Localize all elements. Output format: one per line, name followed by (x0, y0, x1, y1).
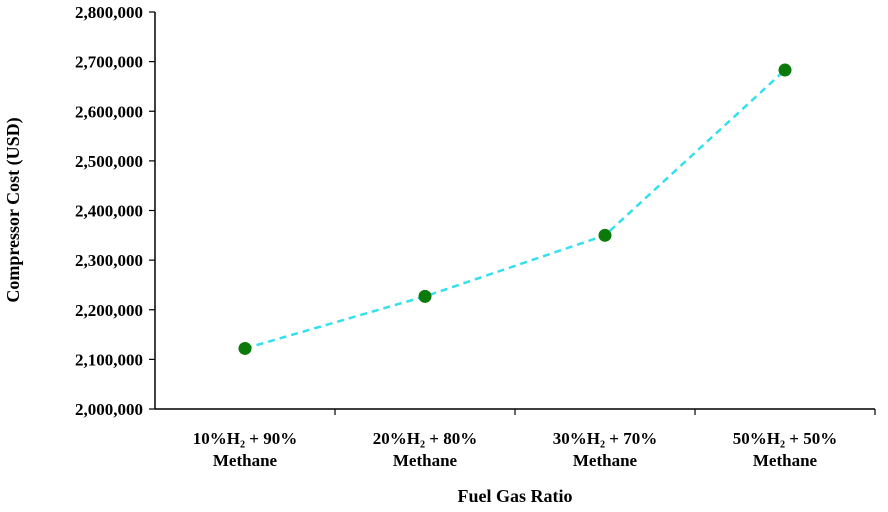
x-tick-label-line: 10%H₂ + 90% (193, 429, 298, 448)
series-markers (238, 63, 792, 355)
y-tick-label: 2,400,000 (75, 202, 143, 221)
x-tick-label-line: 50%H₂ + 50% (733, 429, 838, 448)
plot-area: 2,000,000 2,100,000 2,200,000 2,300,000 2,40… (75, 3, 876, 470)
y-tick-label: 2,800,000 (75, 3, 143, 22)
y-tick-label: 2,000,000 (75, 400, 143, 419)
x-tick-label: 10%H₂ + 90% Methane (193, 429, 298, 470)
x-tick-label-line: Methane (573, 451, 638, 470)
x-tick-label: 30%H₂ + 70% Methane (553, 429, 658, 470)
y-tick-label: 2,600,000 (75, 102, 143, 121)
series-line (244, 69, 786, 350)
x-tick-label-line: Methane (753, 451, 818, 470)
x-tick-label: 20%H₂ + 80% Methane (373, 429, 478, 470)
x-tick-label-line: 30%H₂ + 70% (553, 429, 658, 448)
data-point (418, 289, 432, 303)
y-axis-ticks: 2,000,000 2,100,000 2,200,000 2,300,000 2,40… (75, 3, 155, 419)
x-axis-title: Fuel Gas Ratio (458, 486, 573, 506)
y-tick-label: 2,300,000 (75, 251, 143, 270)
x-tick-label: 50%H₂ + 50% Methane (733, 429, 838, 470)
data-point (598, 228, 612, 242)
x-tick-label-line: Methane (393, 451, 458, 470)
x-tick-label-line: Methane (213, 451, 278, 470)
x-tick-label-line: 20%H₂ + 80% (373, 429, 478, 448)
y-tick-label: 2,500,000 (75, 152, 143, 171)
data-point (778, 63, 792, 77)
y-tick-label: 2,100,000 (75, 350, 143, 369)
data-point (238, 341, 252, 355)
y-tick-label: 2,200,000 (75, 301, 143, 320)
y-tick-label: 2,700,000 (75, 53, 143, 72)
y-axis-title: Compressor Cost (USD) (3, 117, 24, 302)
